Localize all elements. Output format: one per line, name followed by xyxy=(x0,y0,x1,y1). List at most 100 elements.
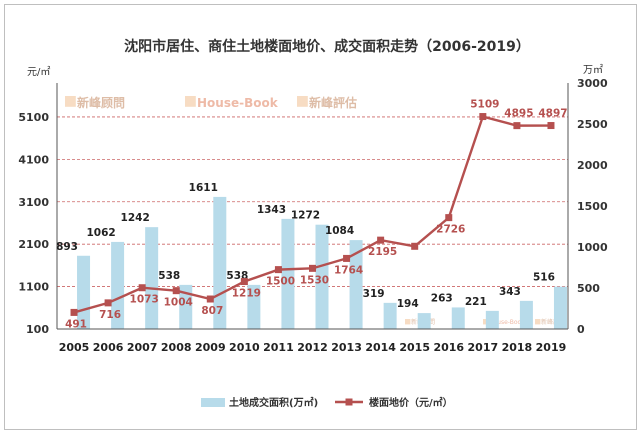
x-tick-label: 2005 xyxy=(59,341,90,354)
bar xyxy=(519,300,533,329)
legend-line-label: 楼面地价（元/㎡） xyxy=(369,396,453,409)
line-value-label: 1500 xyxy=(266,276,295,288)
bar-value-label: 1084 xyxy=(325,225,354,237)
watermark-logo-mark xyxy=(535,319,541,325)
line-value-label: 1073 xyxy=(130,294,159,306)
bar xyxy=(451,307,465,329)
watermark-logo-mark xyxy=(483,319,489,325)
bar-value-label: 1272 xyxy=(291,210,320,222)
right-tick-label: 2000 xyxy=(577,159,608,172)
bar-value-label: 538 xyxy=(158,270,180,282)
legend-bar-swatch xyxy=(201,398,225,407)
bar-value-label: 1242 xyxy=(121,212,150,224)
watermark-logo-text: 新峰評估 xyxy=(309,95,357,110)
bar xyxy=(485,310,499,329)
line-value-label: 2726 xyxy=(436,224,465,236)
line-marker xyxy=(206,295,214,303)
watermark-logo-mark xyxy=(405,319,411,325)
bar xyxy=(145,227,159,329)
line-marker xyxy=(445,214,453,222)
line-value-label: 4895 xyxy=(504,108,533,120)
x-tick-label: 2006 xyxy=(93,341,124,354)
line-value-label: 807 xyxy=(201,305,223,317)
watermark-logo-mark xyxy=(65,96,76,107)
left-tick-label: 3100 xyxy=(18,196,49,209)
watermark-logo-text: House-Book xyxy=(489,319,525,326)
watermark-logo-mark xyxy=(185,96,196,107)
chart-title: 沈阳市居住、商住土地楼面地价、成交面积走势（2006-2019） xyxy=(124,38,530,55)
line-marker xyxy=(479,113,487,121)
left-tick-label: 100 xyxy=(26,323,49,336)
right-tick-label: 2500 xyxy=(577,118,608,131)
line-marker xyxy=(172,287,180,295)
x-tick-label: 2019 xyxy=(536,341,567,354)
line-marker xyxy=(70,308,78,316)
line-value-label: 1219 xyxy=(232,288,261,300)
line-marker xyxy=(309,264,316,272)
watermark-logo-text: 新峰評估 xyxy=(541,318,565,326)
x-tick-label: 2016 xyxy=(433,341,464,354)
watermark-logo-mark xyxy=(297,96,308,107)
line-marker xyxy=(240,278,248,286)
line-value-label: 1004 xyxy=(164,297,193,309)
right-tick-label: 1500 xyxy=(577,200,608,213)
bar-value-label: 1611 xyxy=(189,182,218,194)
right-tick-label: 0 xyxy=(577,323,585,336)
line-marker xyxy=(547,122,555,130)
watermark-logo-text: 新峰顾問 xyxy=(77,95,125,110)
x-tick-label: 2013 xyxy=(331,341,362,354)
line-value-label: 2195 xyxy=(368,246,397,258)
line-value-label: 1764 xyxy=(334,264,363,276)
watermark-logo-text: House-Book xyxy=(197,96,279,110)
bar-value-label: 1062 xyxy=(86,227,115,239)
line-marker xyxy=(274,266,282,274)
x-tick-label: 2008 xyxy=(161,341,192,354)
bar xyxy=(417,313,431,329)
chart: 沈阳市居住、商住土地楼面地价、成交面积走势（2006-2019） 元/㎡ 万㎡ 100… xyxy=(18,38,608,409)
line-value-label: 4897 xyxy=(538,108,567,120)
x-tick-label: 2017 xyxy=(468,341,499,354)
left-tick-label: 1100 xyxy=(18,281,49,294)
bar-value-label: 1343 xyxy=(257,204,286,216)
x-tick-label: 2011 xyxy=(263,341,294,354)
line-value-label: 1530 xyxy=(300,274,329,286)
line-value-label: 716 xyxy=(99,309,121,321)
right-tick-label: 3000 xyxy=(577,77,608,90)
x-tick-label: 2015 xyxy=(399,341,430,354)
right-tick-label: 1000 xyxy=(577,241,608,254)
x-tick-label: 2018 xyxy=(502,341,533,354)
x-tick-label: 2012 xyxy=(297,341,328,354)
x-tick-label: 2007 xyxy=(127,341,158,354)
bar xyxy=(281,218,295,329)
line-marker xyxy=(411,242,419,250)
bar xyxy=(179,284,193,329)
bar-value-label: 263 xyxy=(431,292,453,304)
bar-value-label: 893 xyxy=(56,241,78,253)
line-marker xyxy=(138,284,146,292)
line-marker xyxy=(513,122,521,130)
bar xyxy=(383,302,397,329)
left-tick-label: 5100 xyxy=(18,111,49,124)
bar xyxy=(315,224,329,329)
left-tick-label: 4100 xyxy=(18,153,49,166)
line-marker xyxy=(343,254,351,262)
chart-frame: 沈阳市居住、商住土地楼面地价、成交面积走势（2006-2019） 元/㎡ 万㎡ 100… xyxy=(4,4,637,430)
bar-value-label: 343 xyxy=(499,286,521,298)
line-value-label: 5109 xyxy=(470,99,499,111)
bar-value-label: 221 xyxy=(465,296,487,308)
x-tick-label: 2009 xyxy=(195,341,226,354)
left-tick-label: 2100 xyxy=(18,238,49,251)
line-marker xyxy=(104,299,112,307)
left-axis-unit: 元/㎡ xyxy=(27,66,50,78)
bar xyxy=(111,241,125,329)
bar xyxy=(553,286,567,329)
x-tick-label: 2010 xyxy=(229,341,260,354)
line-value-label: 491 xyxy=(65,318,87,330)
x-tick-label: 2014 xyxy=(365,341,396,354)
bar-value-label: 516 xyxy=(533,272,555,284)
bar-value-label: 194 xyxy=(397,298,419,310)
right-tick-label: 500 xyxy=(577,282,600,295)
bar xyxy=(247,284,261,329)
line-marker xyxy=(377,236,385,244)
legend-line-marker xyxy=(345,398,353,406)
